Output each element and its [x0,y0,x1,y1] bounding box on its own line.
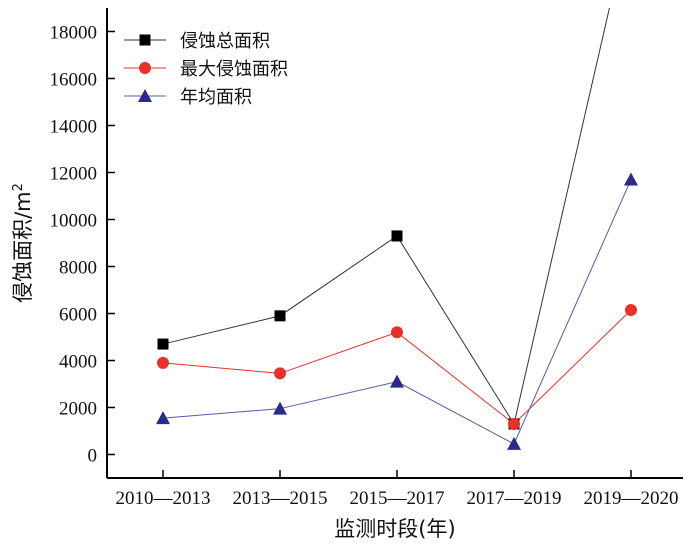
data-point-max-area [391,326,403,339]
data-point-annual-area [273,401,287,415]
y-tick-label: 0 [88,446,98,467]
legend-marker-max-area [139,62,151,74]
series-markers [156,172,638,450]
y-tick-label: 12000 [50,164,98,185]
x-tick-label: 2019—2020 [584,488,679,509]
axes [106,8,683,479]
data-point-max-area [157,356,169,369]
y-tick-label: 16000 [50,70,98,91]
y-axis-title: 侵蚀面积/m2 [11,183,35,303]
legend-marker-annual-area [138,89,152,102]
legend-label-total-area: 侵蚀总面积 [180,31,270,52]
y-tick-label: 4000 [59,352,97,373]
y-axis-title-superscript: 2 [11,183,26,191]
y-tick-label: 14000 [50,117,98,138]
data-point-total-area [391,230,403,242]
data-point-max-area [625,303,637,316]
legend-label-max-area: 最大侵蚀面积 [180,59,288,80]
data-point-annual-area [390,374,404,388]
y-tick-label: 18000 [50,23,98,44]
data-point-max-area [508,417,520,430]
data-point-annual-area [156,411,170,425]
y-tick-label: 2000 [59,399,97,420]
x-axis-title: 监测时段(年) [334,517,455,541]
data-point-annual-area [507,436,521,450]
y-tick-label: 8000 [59,258,97,279]
legend-label-annual-area: 年均面积 [180,87,252,108]
data-point-max-area [274,367,286,380]
x-tick-label: 2013—2015 [233,488,328,509]
data-point-annual-area [624,172,638,186]
x-tick-label: 2010—2013 [116,488,211,509]
y-tick-label: 10000 [50,211,98,232]
data-point-total-area [157,338,169,350]
y-axis-title-text: 侵蚀面积/m [11,191,35,303]
data-point-total-area [274,310,286,322]
ticks: 0 2000 4000 6000 8000 10000 12000 14000 16000 180… [50,23,679,510]
x-tick-label: 2015—2017 [350,488,445,509]
x-tick-label: 2017—2019 [467,488,562,509]
legend-marker-total-area [139,34,151,46]
y-tick-label: 6000 [59,305,97,326]
